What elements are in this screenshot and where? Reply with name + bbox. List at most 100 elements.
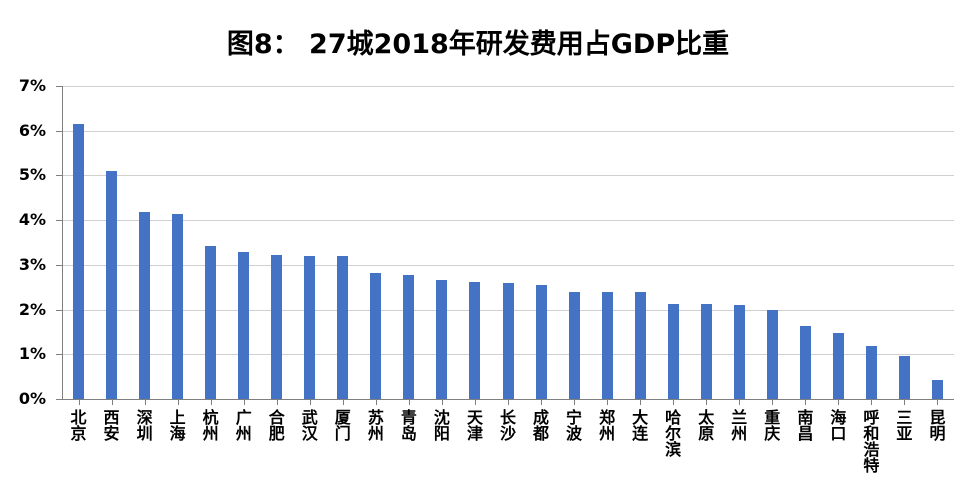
- bar-郑州: [601, 291, 613, 399]
- y-tick: [56, 354, 62, 356]
- x-tick: [474, 399, 476, 405]
- y-axis: [62, 86, 63, 399]
- x-tick-label: 成都: [533, 408, 550, 443]
- x-tick: [243, 399, 245, 405]
- x-tick-label: 苏州: [367, 408, 384, 443]
- y-tick-label: 3%: [18, 254, 46, 274]
- y-tick: [56, 175, 62, 177]
- bar-沈阳: [436, 280, 448, 399]
- x-tick-label: 太原: [698, 408, 715, 443]
- bar-广州: [238, 251, 250, 399]
- gridline: [62, 86, 954, 87]
- bar-苏州: [370, 272, 382, 399]
- bar-海口: [832, 332, 844, 399]
- y-tick-label: 6%: [18, 120, 46, 140]
- bar-武汉: [304, 255, 316, 399]
- x-tick-label: 长沙: [499, 408, 516, 443]
- x-tick: [441, 399, 443, 405]
- x-tick: [144, 399, 146, 405]
- x-tick: [111, 399, 113, 405]
- x-tick-label: 哈尔滨: [665, 408, 682, 459]
- bar-重庆: [766, 310, 778, 399]
- bar-大连: [634, 291, 646, 399]
- gridline: [62, 264, 954, 266]
- x-tick-label: 合肥: [268, 408, 285, 443]
- x-tick: [574, 399, 576, 405]
- y-tick: [56, 220, 62, 222]
- bar-北京: [73, 123, 85, 399]
- y-tick: [56, 86, 62, 87]
- bar-兰州: [733, 305, 745, 399]
- bar-昆明: [931, 379, 943, 399]
- y-tick: [56, 264, 62, 266]
- x-tick-label: 宁波: [566, 408, 583, 443]
- bar-三亚: [898, 356, 910, 399]
- bar-西安: [106, 170, 118, 399]
- x-tick-label: 郑州: [599, 408, 616, 443]
- x-tick: [276, 399, 278, 405]
- gridline: [62, 130, 954, 132]
- bar-长沙: [502, 282, 514, 399]
- x-tick: [739, 399, 741, 405]
- y-tick: [56, 309, 62, 311]
- y-tick-label: 7%: [18, 76, 46, 95]
- y-tick-label: 1%: [18, 344, 46, 364]
- y-tick: [56, 130, 62, 132]
- x-tick-label: 厦门: [334, 408, 351, 443]
- bar-呼和浩特: [865, 345, 877, 399]
- x-tick-label: 三亚: [896, 408, 913, 443]
- x-tick: [772, 399, 774, 405]
- x-tick-label: 天津: [466, 408, 483, 443]
- bar-深圳: [139, 211, 151, 399]
- x-tick: [541, 399, 543, 405]
- x-tick-label: 大连: [632, 408, 649, 443]
- x-tick: [508, 399, 509, 405]
- y-tick-label: 5%: [18, 165, 46, 185]
- bar-宁波: [568, 291, 580, 399]
- x-tick: [210, 399, 212, 405]
- bar-天津: [469, 281, 481, 399]
- x-tick-label: 南昌: [797, 408, 814, 443]
- x-tick: [673, 399, 675, 405]
- x-tick: [78, 399, 80, 405]
- x-tick: [640, 399, 642, 405]
- bar-哈尔滨: [667, 303, 679, 399]
- x-tick: [937, 399, 939, 405]
- x-tick-label: 重庆: [764, 408, 781, 443]
- x-tick-label: 兰州: [731, 408, 748, 443]
- x-tick: [177, 399, 179, 405]
- bar-厦门: [337, 255, 349, 399]
- x-tick-label: 沈阳: [433, 408, 450, 443]
- y-tick: [56, 399, 62, 400]
- gridline: [62, 220, 954, 222]
- x-tick-label: 北京: [70, 408, 87, 443]
- x-tick-label: 武汉: [301, 408, 318, 443]
- bar-青岛: [403, 274, 415, 399]
- x-tick: [408, 399, 410, 405]
- x-tick: [871, 399, 873, 405]
- chart-title: 图8： 27城2018年研发费用占GDP比重: [226, 29, 730, 60]
- x-tick-label: 深圳: [136, 408, 153, 443]
- y-tick-label: 4%: [18, 210, 46, 230]
- bar-合肥: [271, 255, 283, 399]
- x-tick: [309, 399, 311, 405]
- bar-上海: [172, 213, 184, 399]
- x-tick: [342, 399, 344, 405]
- x-tick-label: 杭州: [202, 408, 219, 443]
- x-tick-label: 呼和浩特: [863, 408, 880, 475]
- bar-太原: [700, 303, 712, 399]
- x-tick-label: 海口: [830, 408, 847, 443]
- bar-南昌: [799, 326, 811, 399]
- x-tick: [607, 399, 609, 405]
- x-tick: [706, 399, 708, 405]
- bar-杭州: [205, 246, 217, 399]
- x-tick-label: 青岛: [400, 408, 417, 443]
- x-tick: [375, 399, 377, 405]
- x-tick-label: 广州: [235, 408, 252, 443]
- bar-成都: [535, 284, 547, 399]
- x-tick-label: 昆明: [929, 408, 946, 443]
- gridline: [62, 175, 954, 177]
- x-tick: [904, 399, 906, 405]
- x-tick: [805, 399, 807, 405]
- x-tick: [838, 399, 840, 405]
